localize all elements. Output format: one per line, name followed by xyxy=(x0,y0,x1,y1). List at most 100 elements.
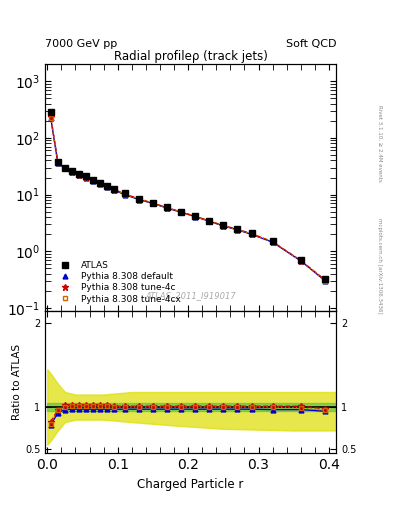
Pythia 8.308 tune-4c xyxy=(122,191,127,197)
ATLAS xyxy=(221,222,226,228)
Pythia 8.308 tune-4c xyxy=(207,218,211,224)
ATLAS xyxy=(179,209,184,215)
Pythia 8.308 tune-4cx xyxy=(151,200,155,206)
ATLAS xyxy=(270,238,275,244)
Pythia 8.308 tune-4c xyxy=(165,205,169,211)
ATLAS xyxy=(193,213,198,219)
Pythia 8.308 tune-4cx xyxy=(207,218,211,224)
Pythia 8.308 tune-4cx xyxy=(193,214,198,220)
Pythia 8.308 tune-4cx xyxy=(221,223,226,229)
Pythia 8.308 default xyxy=(62,165,67,172)
Text: Rivet 3.1.10, ≥ 2.4M events: Rivet 3.1.10, ≥ 2.4M events xyxy=(377,105,382,182)
Pythia 8.308 tune-4cx xyxy=(48,115,53,121)
ATLAS xyxy=(207,218,211,224)
Text: mcplots.cern.ch [arXiv:1306.3436]: mcplots.cern.ch [arXiv:1306.3436] xyxy=(377,219,382,314)
Pythia 8.308 tune-4c xyxy=(221,223,226,229)
X-axis label: Charged Particle r: Charged Particle r xyxy=(138,478,244,490)
Pythia 8.308 tune-4cx xyxy=(323,278,328,284)
ATLAS xyxy=(77,171,81,177)
Pythia 8.308 tune-4cx xyxy=(136,196,141,202)
Pythia 8.308 tune-4c xyxy=(55,159,60,165)
Pythia 8.308 tune-4c xyxy=(270,239,275,245)
ATLAS xyxy=(48,110,53,116)
Line: Pythia 8.308 tune-4cx: Pythia 8.308 tune-4cx xyxy=(48,115,328,283)
Pythia 8.308 default xyxy=(112,187,117,193)
Pythia 8.308 default xyxy=(84,175,88,181)
Pythia 8.308 tune-4cx xyxy=(84,174,88,180)
Pythia 8.308 default xyxy=(235,227,240,233)
ATLAS xyxy=(84,173,88,179)
Pythia 8.308 tune-4c xyxy=(98,180,103,186)
Pythia 8.308 tune-4cx xyxy=(249,231,254,237)
Line: Pythia 8.308 tune-4c: Pythia 8.308 tune-4c xyxy=(47,114,329,284)
Pythia 8.308 tune-4c xyxy=(249,230,254,237)
Title: Radial profileρ (track jets): Radial profileρ (track jets) xyxy=(114,50,268,63)
Pythia 8.308 default xyxy=(165,205,169,211)
Pythia 8.308 tune-4c xyxy=(62,165,67,171)
Pythia 8.308 tune-4c xyxy=(323,277,328,283)
ATLAS xyxy=(62,164,67,170)
ATLAS xyxy=(151,200,155,206)
ATLAS xyxy=(70,168,74,174)
Pythia 8.308 tune-4c xyxy=(151,200,155,206)
ATLAS xyxy=(112,186,117,192)
Pythia 8.308 default xyxy=(179,209,184,215)
Pythia 8.308 default xyxy=(122,191,127,198)
Text: 7000 GeV pp: 7000 GeV pp xyxy=(45,38,118,49)
Pythia 8.308 default xyxy=(70,169,74,175)
ATLAS xyxy=(105,183,110,189)
Pythia 8.308 default xyxy=(221,223,226,229)
Pythia 8.308 default xyxy=(270,239,275,245)
Line: ATLAS: ATLAS xyxy=(48,110,329,283)
Pythia 8.308 tune-4cx xyxy=(62,165,67,172)
ATLAS xyxy=(98,180,103,186)
Pythia 8.308 tune-4cx xyxy=(105,184,110,190)
ATLAS xyxy=(136,196,141,202)
Pythia 8.308 default xyxy=(98,181,103,187)
Pythia 8.308 tune-4cx xyxy=(55,160,60,166)
Pythia 8.308 tune-4c xyxy=(193,213,198,219)
Pythia 8.308 default xyxy=(151,200,155,206)
Pythia 8.308 tune-4c xyxy=(112,186,117,193)
Y-axis label: Ratio to ATLAS: Ratio to ATLAS xyxy=(12,344,22,420)
ATLAS xyxy=(323,276,328,283)
ATLAS xyxy=(249,230,254,236)
Pythia 8.308 tune-4c xyxy=(91,177,95,183)
Pythia 8.308 tune-4c xyxy=(136,196,141,202)
ATLAS xyxy=(91,177,95,183)
Pythia 8.308 tune-4c xyxy=(84,174,88,180)
ATLAS xyxy=(55,159,60,165)
Pythia 8.308 default xyxy=(323,278,328,284)
Text: Soft QCD: Soft QCD xyxy=(286,38,336,49)
Pythia 8.308 tune-4cx xyxy=(235,226,240,232)
Pythia 8.308 tune-4cx xyxy=(270,239,275,245)
Pythia 8.308 tune-4cx xyxy=(112,187,117,193)
ATLAS xyxy=(298,257,303,263)
ATLAS xyxy=(235,226,240,232)
Pythia 8.308 default xyxy=(193,214,198,220)
Pythia 8.308 tune-4c xyxy=(77,172,81,178)
Line: Pythia 8.308 default: Pythia 8.308 default xyxy=(48,116,328,284)
Pythia 8.308 tune-4c xyxy=(48,114,53,120)
Pythia 8.308 tune-4c xyxy=(298,258,303,264)
Pythia 8.308 tune-4cx xyxy=(122,191,127,197)
Pythia 8.308 default xyxy=(105,184,110,190)
Pythia 8.308 tune-4cx xyxy=(179,209,184,215)
Pythia 8.308 default xyxy=(77,172,81,178)
Pythia 8.308 tune-4c xyxy=(105,183,110,189)
Pythia 8.308 default xyxy=(55,160,60,166)
Pythia 8.308 tune-4cx xyxy=(91,177,95,183)
Pythia 8.308 tune-4cx xyxy=(98,180,103,186)
Text: ATLAS_2011_I919017: ATLAS_2011_I919017 xyxy=(145,291,236,301)
ATLAS xyxy=(122,190,127,197)
Pythia 8.308 default xyxy=(249,231,254,238)
Pythia 8.308 tune-4cx xyxy=(165,205,169,211)
Pythia 8.308 tune-4c xyxy=(235,226,240,232)
Pythia 8.308 default xyxy=(48,115,53,121)
ATLAS xyxy=(165,204,169,210)
Pythia 8.308 tune-4c xyxy=(179,209,184,215)
Pythia 8.308 default xyxy=(91,178,95,184)
Pythia 8.308 default xyxy=(136,197,141,203)
Pythia 8.308 tune-4cx xyxy=(77,172,81,178)
Pythia 8.308 default xyxy=(298,258,303,264)
